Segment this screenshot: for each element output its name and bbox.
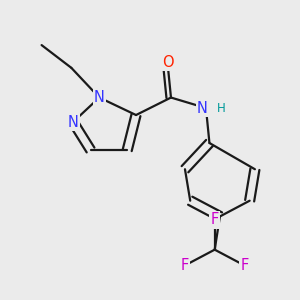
Text: N: N — [94, 90, 105, 105]
Text: N: N — [197, 100, 208, 116]
Text: F: F — [211, 212, 219, 227]
Text: H: H — [217, 101, 226, 115]
Text: N: N — [68, 115, 79, 130]
Text: O: O — [162, 55, 173, 70]
Text: F: F — [181, 258, 189, 273]
Text: F: F — [240, 258, 248, 273]
